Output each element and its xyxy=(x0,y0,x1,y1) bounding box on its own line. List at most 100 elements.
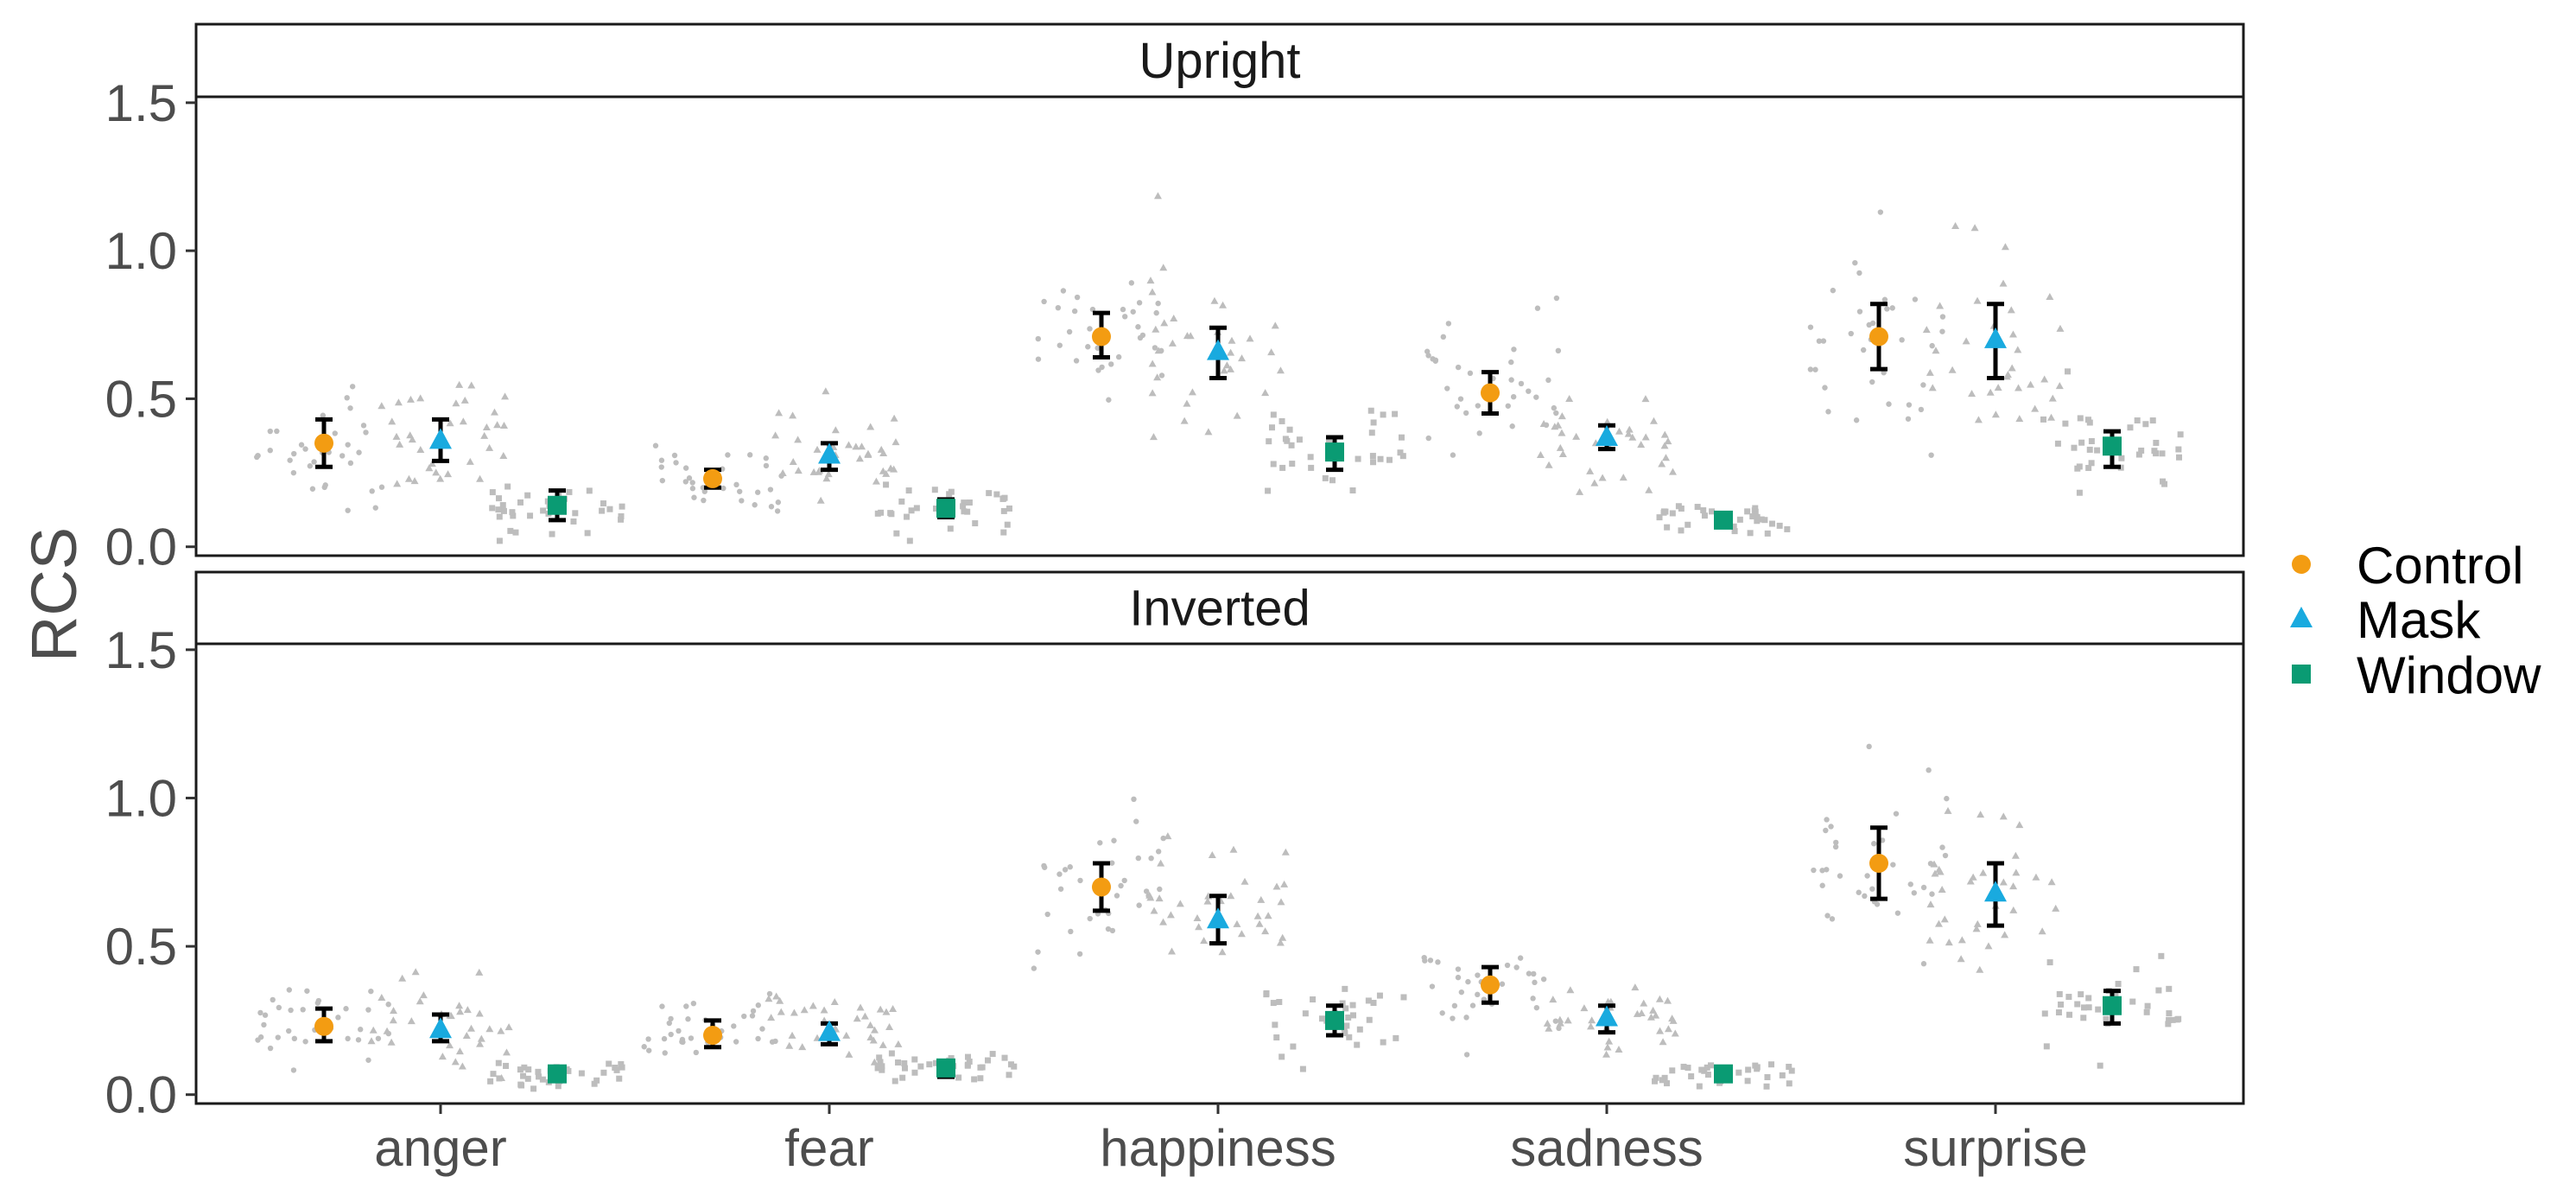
raw-point xyxy=(1761,517,1768,524)
raw-point xyxy=(977,1075,984,1082)
raw-point xyxy=(989,1051,996,1058)
raw-point xyxy=(789,457,797,465)
raw-point xyxy=(345,507,351,513)
raw-point xyxy=(1208,851,1216,859)
raw-point xyxy=(933,506,940,512)
raw-point xyxy=(1204,428,1213,436)
raw-point xyxy=(767,487,774,493)
raw-point xyxy=(2081,1004,2088,1011)
mean-point-control xyxy=(1481,383,1500,403)
raw-point xyxy=(2166,1016,2173,1023)
raw-point xyxy=(446,419,454,427)
raw-point xyxy=(1930,860,1938,868)
raw-point xyxy=(1709,508,1716,515)
raw-point xyxy=(1276,366,1285,374)
raw-point xyxy=(1354,1041,1361,1048)
raw-point xyxy=(889,1005,898,1013)
raw-point xyxy=(1625,425,1634,433)
raw-point xyxy=(870,1026,879,1034)
raw-point xyxy=(2058,1001,2065,1008)
raw-point xyxy=(525,1066,532,1073)
raw-point xyxy=(2009,882,2018,890)
raw-point xyxy=(1282,436,1289,442)
raw-point xyxy=(1469,1002,1476,1008)
raw-point xyxy=(1455,966,1462,972)
raw-point xyxy=(2176,454,2183,461)
raw-point xyxy=(521,1064,528,1071)
raw-point xyxy=(1879,837,1886,843)
raw-point xyxy=(497,1027,505,1034)
raw-point xyxy=(1856,270,1862,277)
raw-point xyxy=(955,1074,962,1081)
raw-point xyxy=(1754,518,1761,525)
raw-point xyxy=(396,440,404,448)
raw-point xyxy=(2076,489,2083,496)
raw-point xyxy=(360,423,367,429)
mean-point-mask xyxy=(429,1017,452,1039)
raw-point xyxy=(1457,396,1464,402)
raw-point xyxy=(1664,996,1672,1004)
raw-point xyxy=(1747,530,1754,537)
raw-point xyxy=(772,992,781,1000)
raw-point xyxy=(267,428,274,435)
legend-label-mask: Mask xyxy=(2357,591,2481,649)
raw-point xyxy=(1392,410,1399,417)
raw-point xyxy=(1439,1010,1445,1016)
raw-point xyxy=(1694,504,1701,511)
raw-point xyxy=(1276,938,1285,946)
raw-point xyxy=(1280,880,1289,887)
raw-point xyxy=(895,1059,902,1066)
raw-point xyxy=(339,453,346,459)
raw-point xyxy=(891,1078,898,1085)
raw-point xyxy=(1564,1016,1572,1024)
raw-point xyxy=(1660,430,1669,438)
mean-point-window xyxy=(1714,510,1733,530)
raw-point xyxy=(1349,1012,1356,1019)
raw-point xyxy=(891,438,900,446)
raw-point xyxy=(436,474,445,482)
raw-point xyxy=(1708,1062,1715,1069)
raw-point xyxy=(1920,961,1927,967)
raw-point xyxy=(971,1076,978,1083)
raw-point xyxy=(689,480,695,486)
raw-point xyxy=(302,1039,308,1045)
raw-point xyxy=(1000,529,1007,536)
raw-point xyxy=(1510,393,1517,400)
raw-point xyxy=(1877,209,1884,215)
raw-point xyxy=(1099,364,1105,371)
raw-point xyxy=(1445,321,1452,327)
raw-point xyxy=(673,460,679,466)
raw-point xyxy=(690,1000,697,1007)
raw-point xyxy=(1094,345,1101,351)
raw-point xyxy=(870,1058,879,1066)
raw-point xyxy=(1376,992,1383,999)
strip-label: Upright xyxy=(1139,33,1301,89)
raw-point xyxy=(1000,507,1007,514)
raw-point xyxy=(456,1008,465,1015)
raw-point xyxy=(908,507,915,514)
raw-point xyxy=(490,1071,497,1078)
raw-point xyxy=(1938,885,1946,893)
raw-point xyxy=(1263,989,1270,996)
raw-point xyxy=(369,1026,378,1034)
raw-point xyxy=(1136,902,1142,908)
raw-point xyxy=(572,510,579,517)
raw-point xyxy=(1853,417,1860,423)
raw-point xyxy=(2159,450,2166,457)
raw-point xyxy=(2001,931,2009,938)
raw-point xyxy=(1556,1019,1564,1027)
raw-point xyxy=(1819,868,1825,874)
raw-point xyxy=(344,395,350,401)
raw-point xyxy=(524,492,531,499)
raw-point xyxy=(504,1023,513,1031)
raw-point xyxy=(2040,416,2046,423)
raw-point xyxy=(1553,295,1560,302)
raw-point xyxy=(1649,1006,1658,1014)
raw-point xyxy=(1475,403,1482,409)
raw-point xyxy=(2055,382,2064,390)
raw-point xyxy=(913,505,920,512)
raw-point xyxy=(1186,332,1195,340)
raw-point xyxy=(2138,447,2145,454)
raw-point xyxy=(2014,346,2022,353)
raw-point xyxy=(335,1015,341,1021)
